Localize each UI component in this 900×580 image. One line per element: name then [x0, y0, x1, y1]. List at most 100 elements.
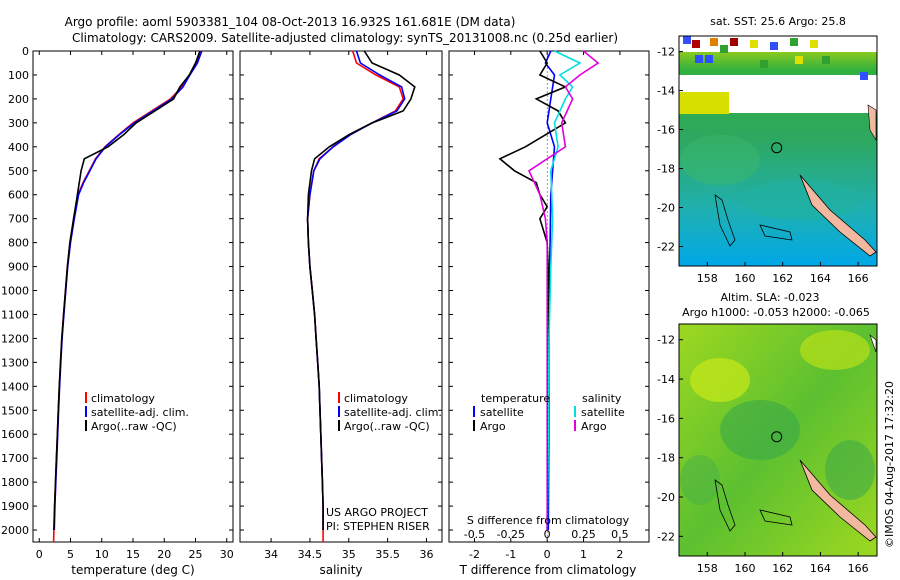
map-y-tick-label: -22: [657, 241, 675, 254]
series-line-argo-raw-qc-: [306, 50, 416, 530]
x-tick-label: 34.5: [298, 548, 323, 561]
map-x-tick-label: 164: [810, 272, 831, 285]
depth-tick-label: 600: [8, 189, 29, 202]
sst-map-title: sat. SST: 25.6 Argo: 25.8: [710, 15, 846, 28]
sla-high: [800, 330, 870, 370]
sst-pixel: [750, 40, 758, 48]
difference-xlabel: T difference from climatology: [459, 563, 637, 577]
new-caledonia-island: [799, 174, 877, 257]
legend-label-sal-satellite: satellite: [581, 406, 625, 419]
depth-tick-label: 100: [8, 69, 29, 82]
x-tick-label: 1: [580, 548, 587, 561]
map-y-tick-label: -12: [657, 46, 675, 59]
sst-map-frame: [678, 35, 878, 267]
x-tick-label: 10: [95, 548, 109, 561]
difference-axes: [448, 50, 650, 543]
legend-label-climatology: climatology: [344, 392, 408, 405]
depth-tick-label: 700: [8, 213, 29, 226]
vanuatu-island: [867, 104, 877, 142]
salinity-axes: [239, 50, 443, 543]
vanuatu-island: [869, 334, 877, 353]
depth-tick-label: 1600: [1, 428, 29, 441]
salinity-y-ticks: [240, 50, 442, 531]
sst-map-ticks: 158 160 162 164 166 -12 -14 -16 -18 -20 -22: [657, 46, 869, 285]
depth-tick-label: 1300: [1, 356, 29, 369]
x-tick-label: 0: [544, 548, 551, 561]
x-tick-label: 34: [264, 548, 278, 561]
x-tick-label: 25: [189, 548, 203, 561]
top-x-tick-label: -0.5: [464, 528, 485, 541]
temperature-xlabel: temperature (deg C): [71, 563, 194, 577]
top-x-tick-label: -0.25: [497, 528, 525, 541]
map-y-tick-label: -20: [657, 491, 675, 504]
sst-map-panel: sat. SST: 25.6 Argo: 25.8: [657, 15, 878, 285]
map-y-tick-label: -16: [657, 412, 675, 425]
salinity-x-ticks: 34 34.5 35 35.5 36: [264, 51, 433, 561]
sst-pixel: [705, 55, 713, 63]
depth-tick-label: 300: [8, 117, 29, 130]
map-y-tick-label: -18: [657, 163, 675, 176]
map-x-tick-label: 160: [735, 272, 756, 285]
depth-tick-label: 1900: [1, 500, 29, 513]
map-x-tick-label: 162: [772, 562, 793, 575]
sst-pixel: [720, 45, 728, 53]
sla-map-ticks: 158 160 162 164 166 -12 -14 -16 -18 -20 -22: [657, 334, 869, 575]
temperature-series: [52, 50, 203, 543]
difference-legend: temperature salinity satellite Argo sate…: [473, 392, 625, 433]
difference-y-ticks: [449, 50, 649, 531]
difference-x-ticks: -2 -1 0 1 2 -0.5 -0.25 0 0.25 0.5: [464, 51, 629, 561]
series-line-temperature-argo: [498, 50, 568, 531]
x-tick-label: -2: [469, 548, 480, 561]
sst-pixel: [692, 40, 700, 48]
temperature-x-ticks: 0 5 10 15 20 25 30: [36, 51, 234, 561]
sla-low: [720, 400, 800, 460]
legend-label-temp-satellite: satellite: [480, 406, 524, 419]
legend-label-climatology: climatology: [91, 392, 155, 405]
sla-high: [690, 358, 750, 402]
sla-map-subtitle: Argo h1000: -0.053 h2000: -0.065: [682, 306, 870, 319]
sla-map-frame: [678, 323, 878, 557]
reef-contour: [759, 509, 793, 526]
map-y-tick-label: -16: [657, 124, 675, 137]
salinity-xlabel: salinity: [319, 563, 362, 577]
sst-pixel: [695, 55, 703, 63]
map-y-tick-label: -14: [657, 373, 675, 386]
x-tick-label: 2: [616, 548, 623, 561]
argo-location-marker: [771, 142, 783, 154]
sst-pixel: [730, 38, 738, 46]
x-tick-label: 15: [126, 548, 140, 561]
depth-tick-label: 900: [8, 261, 29, 274]
x-tick-label: -1: [505, 548, 516, 561]
reef-contour: [759, 224, 793, 241]
temperature-legend: climatology satellite-adj. clim. Argo(..…: [85, 392, 189, 433]
temperature-panel: 0100200300400500600700800900100011001200…: [1, 45, 234, 577]
depth-tick-label: 1100: [1, 308, 29, 321]
map-x-tick-label: 162: [772, 272, 793, 285]
map-y-tick-label: -22: [657, 530, 675, 543]
map-y-tick-label: -20: [657, 202, 675, 215]
difference-panel: -2 -1 0 1 2 -0.5 -0.25 0 0.25 0.5 T difference fr…: [448, 50, 650, 577]
map-y-tick-label: -18: [657, 452, 675, 465]
project-annotation: US ARGO PROJECT: [326, 506, 428, 519]
depth-tick-label: 1500: [1, 404, 29, 417]
sst-pixel: [790, 38, 798, 46]
depth-tick-label: 1400: [1, 380, 29, 393]
legend-label-temp-argo: Argo: [480, 420, 506, 433]
sst-cool-eddy: [740, 180, 860, 220]
series-line-argo-raw-qc-: [53, 50, 201, 531]
sst-pixel: [795, 56, 803, 64]
sst-map-image: [679, 36, 877, 266]
coastline-contour: [714, 479, 736, 532]
x-tick-label: 5: [67, 548, 74, 561]
imos-credit: ©IMOS 04-Aug-2017 17:32:20: [883, 381, 896, 548]
depth-tick-label: 1200: [1, 332, 29, 345]
map-x-tick-label: 158: [697, 272, 718, 285]
depth-tick-label: 1800: [1, 476, 29, 489]
depth-tick-label: 2000: [1, 524, 29, 537]
coastline-contour: [714, 194, 736, 247]
top-x-tick-label: 0.25: [571, 528, 596, 541]
x-tick-label: 0: [36, 548, 43, 561]
map-y-tick-label: -14: [657, 85, 675, 98]
sst-pixel: [810, 40, 818, 48]
